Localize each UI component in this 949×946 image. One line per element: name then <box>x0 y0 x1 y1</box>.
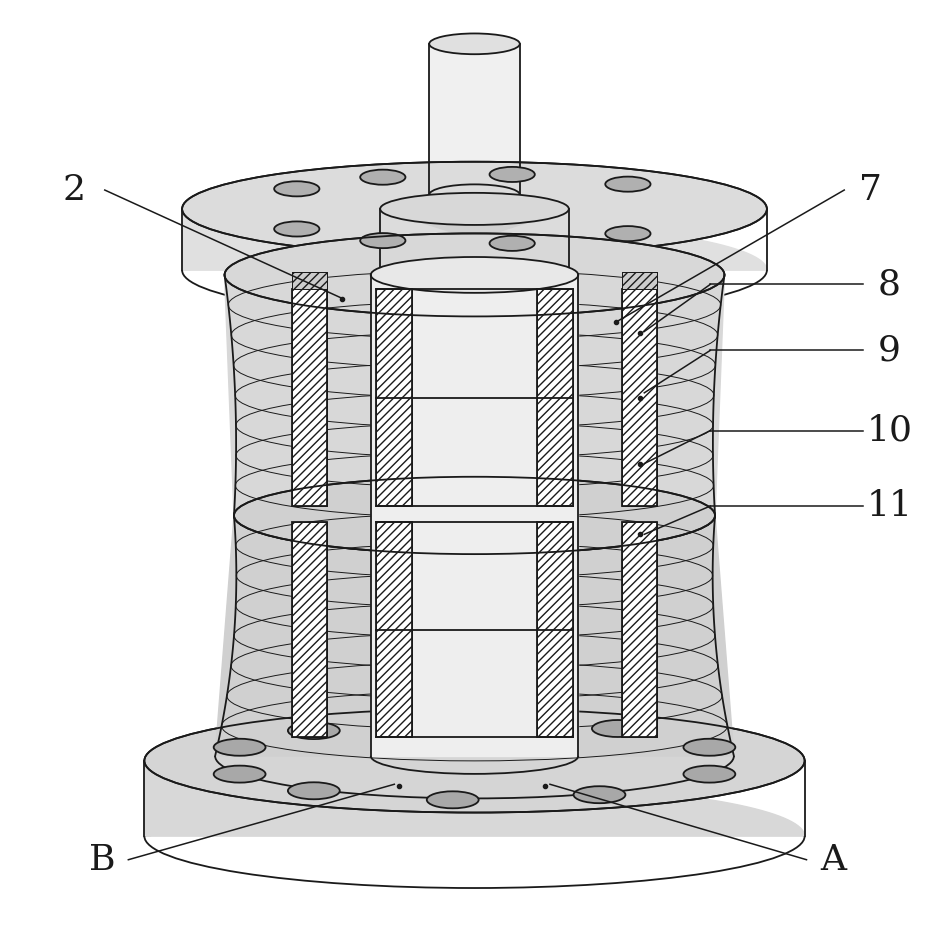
Ellipse shape <box>361 233 405 248</box>
Text: B: B <box>88 843 115 877</box>
Text: 7: 7 <box>859 173 882 207</box>
Ellipse shape <box>573 786 625 803</box>
Bar <box>291 522 327 737</box>
Ellipse shape <box>605 226 650 241</box>
Bar <box>291 289 327 506</box>
Ellipse shape <box>592 720 643 737</box>
Text: 9: 9 <box>878 333 901 367</box>
Bar <box>377 522 412 737</box>
Bar <box>537 522 572 737</box>
Bar <box>622 289 658 506</box>
Ellipse shape <box>214 739 266 756</box>
Ellipse shape <box>274 182 320 197</box>
Ellipse shape <box>449 713 500 730</box>
Bar <box>377 289 412 506</box>
Polygon shape <box>144 709 805 836</box>
Polygon shape <box>225 275 724 516</box>
Text: 11: 11 <box>866 489 913 523</box>
Ellipse shape <box>274 221 320 236</box>
Ellipse shape <box>427 791 478 808</box>
Bar <box>622 272 658 289</box>
Bar <box>622 522 658 737</box>
Text: 10: 10 <box>866 413 913 447</box>
Bar <box>291 289 327 506</box>
Bar <box>291 272 327 289</box>
Text: A: A <box>820 843 846 877</box>
Polygon shape <box>182 162 767 271</box>
Bar <box>622 522 658 737</box>
Ellipse shape <box>214 765 266 782</box>
Ellipse shape <box>361 169 405 184</box>
Ellipse shape <box>288 722 340 739</box>
Bar <box>622 289 658 506</box>
Ellipse shape <box>683 739 735 756</box>
Ellipse shape <box>234 477 715 554</box>
Bar <box>622 272 658 289</box>
Ellipse shape <box>429 33 520 54</box>
Ellipse shape <box>381 193 568 225</box>
Polygon shape <box>381 193 568 271</box>
Ellipse shape <box>490 166 535 182</box>
Bar <box>377 522 412 737</box>
Ellipse shape <box>182 162 767 256</box>
Bar <box>377 289 412 506</box>
Text: 2: 2 <box>62 173 85 207</box>
Ellipse shape <box>371 257 578 293</box>
Bar <box>537 289 572 506</box>
Bar <box>429 44 520 195</box>
Ellipse shape <box>683 765 735 782</box>
Ellipse shape <box>225 234 724 316</box>
Bar <box>537 522 572 737</box>
Text: 8: 8 <box>878 268 901 302</box>
Ellipse shape <box>490 236 535 251</box>
Ellipse shape <box>144 709 805 813</box>
Bar <box>291 522 327 737</box>
Ellipse shape <box>288 782 340 799</box>
Ellipse shape <box>605 177 650 192</box>
Bar <box>291 272 327 289</box>
Polygon shape <box>371 275 578 756</box>
Polygon shape <box>215 516 734 756</box>
Bar <box>537 289 572 506</box>
